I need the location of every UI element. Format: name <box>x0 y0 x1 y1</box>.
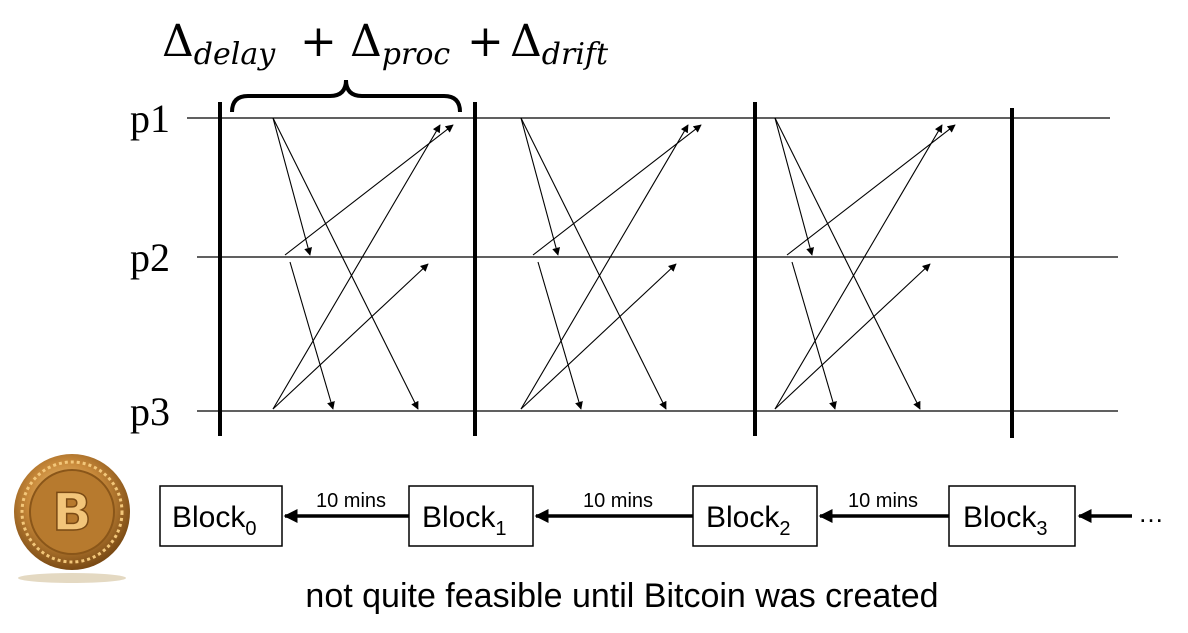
caption: not quite feasible until Bitcoin was cre… <box>305 577 938 615</box>
formula-plus-1: + <box>300 16 337 67</box>
chain-ellipsis: … <box>1138 498 1164 528</box>
message-arrow <box>532 124 702 256</box>
message-arrow <box>774 117 921 410</box>
message-arrow <box>520 117 667 410</box>
block-box-0 <box>159 485 283 547</box>
process-label-p3: p3 <box>130 389 170 434</box>
block-label-0: Block0 <box>172 501 256 540</box>
timing-formula: Δdelay + Δproc + Δdrift <box>162 16 609 72</box>
formula-term-delay: Δdelay <box>162 16 276 72</box>
block-label-1: Block1 <box>422 501 506 540</box>
message-arrow <box>272 117 312 256</box>
message-arrow <box>791 261 837 410</box>
message-arrow <box>520 263 677 410</box>
formula-term-proc: Δproc <box>350 16 450 72</box>
message-arrow <box>774 263 931 410</box>
process-label-p1: p1 <box>130 96 170 141</box>
message-arrow <box>289 261 335 410</box>
message-arrow <box>520 117 560 256</box>
message-arrow <box>520 124 689 410</box>
block-label-3: Block3 <box>963 501 1047 540</box>
message-arrow <box>272 263 429 410</box>
block-box-2 <box>692 485 818 547</box>
block-label-2: Block2 <box>706 501 790 540</box>
bitcoin-coin-icon: B <box>14 454 130 583</box>
message-arrow <box>272 117 419 410</box>
link-label-3: 10 mins <box>848 490 918 512</box>
message-arrow <box>774 124 943 410</box>
block-box-1 <box>408 485 534 547</box>
message-arrows <box>272 117 956 410</box>
message-arrow <box>272 124 441 410</box>
link-label-2: 10 mins <box>583 490 653 512</box>
message-arrow <box>537 261 583 410</box>
message-arrow <box>774 117 814 256</box>
svg-text:B: B <box>52 483 92 543</box>
blockchain: Block0 Block1 Block2 Block3 10 mins 10 m… <box>159 485 1164 547</box>
formula-plus-2: + <box>467 16 504 67</box>
round-brace <box>230 79 462 113</box>
message-arrow <box>786 124 956 256</box>
message-arrow <box>284 124 454 256</box>
formula-term-drift: Δdrift <box>510 16 609 72</box>
process-label-p2: p2 <box>130 235 170 280</box>
link-label-1: 10 mins <box>316 490 386 512</box>
